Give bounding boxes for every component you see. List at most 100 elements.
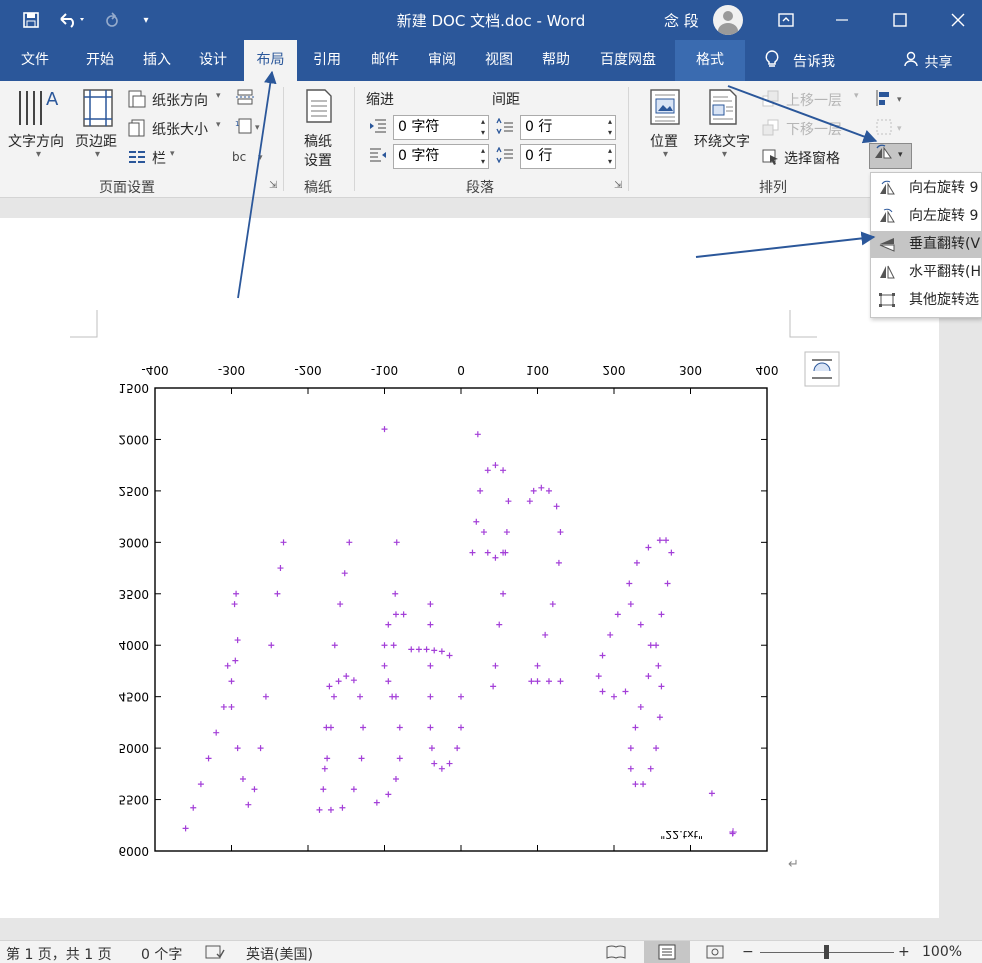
data-point: [708, 790, 715, 797]
data-point: [458, 693, 464, 700]
text-direction-button[interactable]: A 文字方向 ▾: [8, 87, 70, 167]
rotate-button[interactable]: ▾: [869, 143, 912, 169]
word-count[interactable]: 0 个字: [141, 947, 183, 963]
draft-settings-button[interactable]: 稿纸 设置: [297, 87, 343, 171]
breaks-icon[interactable]: [234, 89, 262, 107]
web-layout-icon[interactable]: [706, 944, 726, 963]
zoom-level[interactable]: 100%: [922, 944, 963, 960]
menu-item-flip-vertical[interactable]: 垂直翻转(V: [871, 231, 982, 258]
orientation-button[interactable]: 纸张方向 ▾: [128, 88, 228, 110]
selection-pane-button[interactable]: 选择窗格: [762, 146, 862, 168]
rotate-icon: ▾: [873, 144, 909, 165]
share-button[interactable]: 共享: [904, 51, 952, 72]
data-point: [381, 662, 388, 669]
tab-home[interactable]: 开始: [86, 52, 114, 68]
close-icon[interactable]: [946, 8, 970, 32]
tab-insert[interactable]: 插入: [143, 52, 171, 68]
svg-text:1: 1: [235, 120, 239, 128]
tab-references[interactable]: 引用: [313, 52, 341, 68]
save-icon[interactable]: [19, 8, 43, 32]
data-point: [331, 642, 338, 649]
proofing-icon[interactable]: [205, 944, 225, 963]
menu-item-more-rotation[interactable]: 其他旋转选: [871, 287, 982, 314]
tab-view[interactable]: 视图: [485, 52, 513, 68]
group-objects-icon[interactable]: ▾: [875, 118, 907, 136]
spacing-before-icon: [496, 117, 514, 136]
data-point: [526, 498, 533, 505]
data-point: [538, 484, 545, 491]
maximize-icon[interactable]: [888, 8, 912, 32]
tab-design[interactable]: 设计: [199, 52, 227, 68]
dialog-launcher-icon[interactable]: ⇲: [269, 180, 278, 191]
print-layout-icon[interactable]: [644, 941, 690, 963]
indent-right-input[interactable]: 0 字符: [393, 144, 489, 169]
customize-icon[interactable]: ▾: [143, 14, 149, 26]
language[interactable]: 英语(美国): [246, 947, 313, 963]
wrap-text-button[interactable]: 环绕文字 ▾: [692, 87, 756, 167]
position-button[interactable]: 位置 ▾: [643, 87, 689, 167]
align-icon[interactable]: ▾: [875, 89, 907, 107]
data-point: [320, 786, 327, 793]
data-point: [480, 529, 487, 536]
data-point: [627, 765, 634, 772]
data-point: [438, 648, 445, 655]
data-point: [392, 590, 399, 597]
page-count[interactable]: 第 1 页，共 1 页: [6, 947, 112, 963]
indent-left-input[interactable]: 0 字符: [393, 115, 489, 140]
data-point: [381, 426, 388, 433]
lightbulb-icon: [765, 50, 779, 72]
data-point: [633, 559, 640, 566]
layout-options-icon[interactable]: [804, 351, 840, 387]
data-point: [492, 662, 499, 669]
avatar[interactable]: [713, 5, 743, 35]
columns-button[interactable]: 栏 ▾: [128, 146, 188, 168]
tab-mailings[interactable]: 邮件: [371, 52, 399, 68]
x-tick-label: 200: [603, 363, 626, 377]
menu-item-rotate-left[interactable]: 向左旋转 9: [871, 203, 982, 230]
menu-item-rotate-right[interactable]: 向右旋转 9: [871, 175, 982, 202]
zoom-out-icon[interactable]: −: [742, 944, 754, 960]
dialog-launcher-icon[interactable]: ⇲: [614, 180, 623, 191]
tell-me-label: 告诉我: [793, 54, 835, 70]
data-point: [335, 678, 342, 685]
size-button[interactable]: 纸张大小 ▾: [128, 117, 228, 139]
user-name[interactable]: 念 段: [664, 12, 699, 30]
zoom-in-icon[interactable]: +: [898, 944, 910, 960]
hyphenation-icon[interactable]: bc ▾: [232, 148, 266, 166]
tab-baidu-netdisk[interactable]: 百度网盘: [600, 52, 656, 68]
rotate-right-icon: [878, 180, 896, 197]
data-point: [331, 693, 338, 700]
margins-button[interactable]: 页边距 ▾: [73, 87, 125, 167]
data-point: [496, 621, 503, 628]
tab-review[interactable]: 审阅: [428, 52, 456, 68]
data-point: [396, 755, 403, 762]
indent-left-icon: [369, 118, 387, 136]
data-point: [262, 693, 269, 700]
spacing-after-input[interactable]: 0 行: [520, 144, 616, 169]
ribbon-display-icon[interactable]: [774, 8, 798, 32]
tab-layout[interactable]: 布局: [244, 40, 297, 81]
data-point: [431, 760, 438, 767]
data-point: [632, 781, 639, 788]
data-point: [626, 580, 633, 587]
tab-file[interactable]: 文件: [21, 52, 49, 68]
zoom-slider-thumb[interactable]: [824, 945, 829, 959]
tab-format[interactable]: 格式: [675, 40, 745, 81]
bring-forward-button[interactable]: 上移一层 ▾: [762, 88, 862, 110]
vertical-scrollbar[interactable]: [939, 218, 982, 918]
ribbon-tabs: 文件 开始 插入 设计 布局 引用 邮件 审阅 视图 帮助 百度网盘 格式 告诉…: [0, 40, 982, 81]
data-point: [557, 529, 564, 536]
undo-icon[interactable]: [56, 8, 90, 32]
spacing-before-input[interactable]: 0 行: [520, 115, 616, 140]
flipped-scatter-chart[interactable]: -400 -300 -200 -100 0 100 200 300 400 1500 2000 250…: [118, 363, 778, 858]
document-page[interactable]: ↵ -400 -300 -200 -100 0 100 200 300 400 1500 2000 2…: [0, 218, 939, 918]
tab-help[interactable]: 帮助: [542, 52, 570, 68]
menu-item-label: 垂直翻转(V: [909, 236, 981, 252]
minimize-icon[interactable]: [830, 8, 854, 32]
menu-item-flip-horizontal[interactable]: 水平翻转(H: [871, 259, 982, 286]
send-backward-button[interactable]: 下移一层: [762, 117, 862, 139]
tell-me[interactable]: 告诉我: [765, 50, 835, 72]
read-mode-icon[interactable]: [606, 944, 626, 963]
line-numbers-icon[interactable]: 1 ▾: [234, 118, 264, 136]
redo-icon[interactable]: [100, 8, 124, 32]
